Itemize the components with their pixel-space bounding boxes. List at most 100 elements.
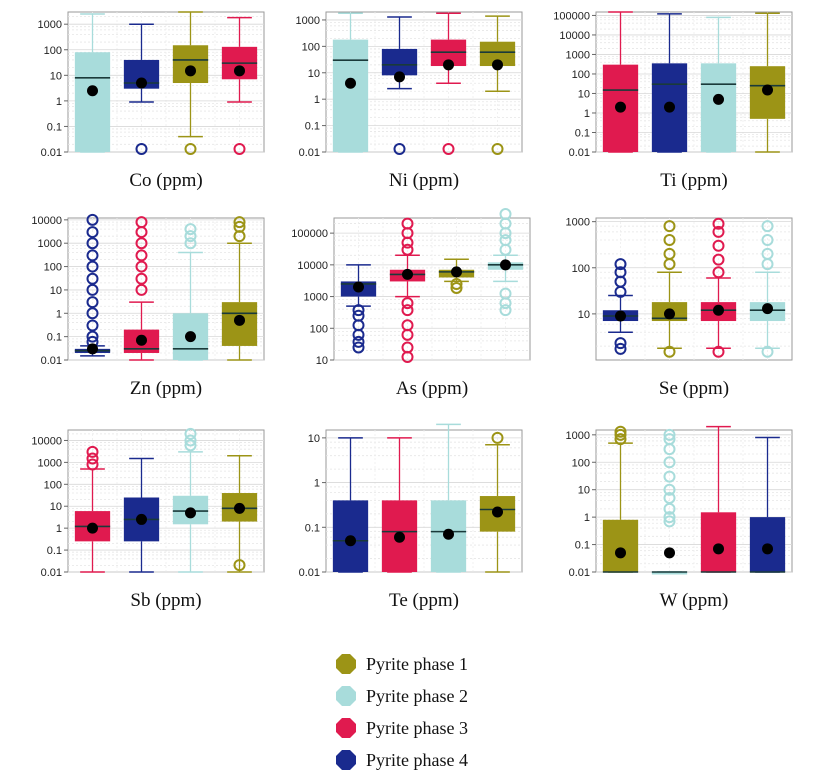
legend-swatch — [336, 750, 356, 770]
outlier-marker — [86, 458, 99, 471]
mean-marker — [185, 65, 196, 77]
mean-marker — [713, 93, 724, 105]
y-tick-label: 1 — [56, 523, 62, 535]
outlier-marker — [86, 213, 99, 226]
mean-marker — [402, 268, 413, 280]
y-tick-label: 100000 — [553, 10, 590, 22]
y-tick-label: 0.1 — [305, 121, 320, 133]
outlier-marker — [393, 143, 406, 155]
y-tick-label: 10 — [50, 501, 62, 513]
y-tick-label: 0.01 — [41, 147, 62, 159]
y-tick-label: 1 — [314, 478, 320, 490]
outlier-marker — [761, 234, 774, 247]
outlier-marker — [184, 223, 197, 236]
y-tick-label: 10000 — [559, 30, 590, 42]
y-tick-label: 0.01 — [569, 567, 590, 579]
mean-marker — [664, 547, 675, 559]
y-tick-label: 100 — [572, 263, 590, 275]
mean-marker — [500, 259, 511, 271]
y-tick-label: 0.01 — [299, 147, 320, 159]
outlier-marker — [663, 433, 676, 446]
box — [651, 572, 688, 575]
y-tick-label: 0.1 — [47, 545, 62, 557]
outlier-marker — [233, 143, 246, 155]
y-tick-label: 1000 — [566, 217, 590, 229]
outlier-marker — [491, 431, 504, 444]
y-tick-label: 1 — [584, 512, 590, 524]
outlier-marker — [86, 283, 99, 296]
outlier-marker — [614, 266, 627, 279]
outlier-marker — [86, 237, 99, 250]
box — [602, 519, 639, 572]
y-tick-label: 1 — [56, 308, 62, 320]
outlier-marker — [712, 266, 725, 279]
legend-label: Pyrite phase 1 — [366, 653, 468, 674]
outlier-marker — [712, 239, 725, 252]
legend-swatch — [336, 686, 356, 706]
outlier-marker — [761, 247, 774, 260]
y-tick-label: 1 — [56, 96, 62, 108]
outlier-marker — [233, 216, 246, 229]
legend-swatch — [336, 654, 356, 674]
box — [332, 39, 369, 152]
box — [74, 52, 111, 152]
outlier-marker — [761, 220, 774, 233]
outlier-marker — [401, 341, 414, 354]
y-tick-label: 0.1 — [47, 332, 62, 344]
legend: Pyrite phase 1 Pyrite phase 2 Pyrite pha… — [336, 648, 468, 776]
legend-label: Pyrite phase 4 — [366, 749, 468, 770]
outlier-marker — [663, 247, 676, 260]
mean-marker — [664, 101, 675, 113]
panel-title: Te (ppm) — [389, 590, 459, 611]
y-tick-label: 10000 — [31, 215, 62, 227]
mean-marker — [713, 304, 724, 316]
mean-marker — [664, 308, 675, 320]
outlier-marker — [663, 345, 676, 358]
y-tick-label: 100 — [44, 262, 62, 274]
outlier-marker — [184, 427, 197, 440]
mean-marker — [394, 71, 405, 83]
outlier-marker — [712, 345, 725, 358]
outlier-marker — [761, 345, 774, 358]
outlier-marker — [663, 515, 676, 528]
outlier-marker — [663, 511, 676, 524]
outlier-marker — [442, 143, 455, 155]
outlier-marker — [184, 434, 197, 447]
outlier-marker — [614, 342, 627, 355]
outlier-marker — [135, 260, 148, 273]
mean-marker — [234, 65, 245, 77]
mean-marker — [87, 522, 98, 534]
panel-title: Se (ppm) — [658, 378, 730, 399]
y-tick-label: 100 — [302, 41, 320, 53]
plot-area — [595, 217, 793, 361]
outlier-marker — [352, 341, 365, 354]
mean-marker — [762, 84, 773, 96]
mean-marker — [136, 77, 147, 89]
outlier-marker — [135, 143, 148, 155]
y-tick-label: 100 — [310, 323, 328, 335]
y-tick-label: 100 — [572, 69, 590, 81]
y-tick-label: 10000 — [297, 260, 328, 272]
outlier-marker — [401, 217, 414, 230]
outlier-marker — [663, 234, 676, 247]
y-tick-label: 0.1 — [47, 121, 62, 133]
outlier-marker — [663, 483, 676, 496]
mean-marker — [353, 281, 364, 293]
mean-marker — [443, 528, 454, 540]
mean-marker — [345, 535, 356, 547]
panel-title: Sb (ppm) — [130, 590, 202, 611]
outlier-marker — [401, 243, 414, 256]
legend-label: Pyrite phase 2 — [366, 685, 468, 706]
y-tick-label: 1000 — [296, 15, 320, 27]
y-tick-label: 1000 — [38, 238, 62, 250]
outlier-marker — [663, 428, 676, 441]
y-tick-label: 0.1 — [305, 522, 320, 534]
y-tick-label: 10 — [578, 309, 590, 321]
outlier-marker — [614, 337, 627, 350]
outlier-marker — [233, 559, 246, 572]
mean-marker — [185, 507, 196, 519]
y-tick-label: 100 — [44, 45, 62, 57]
outlier-marker — [450, 281, 463, 294]
outlier-marker — [712, 217, 725, 230]
outlier-marker — [86, 272, 99, 285]
